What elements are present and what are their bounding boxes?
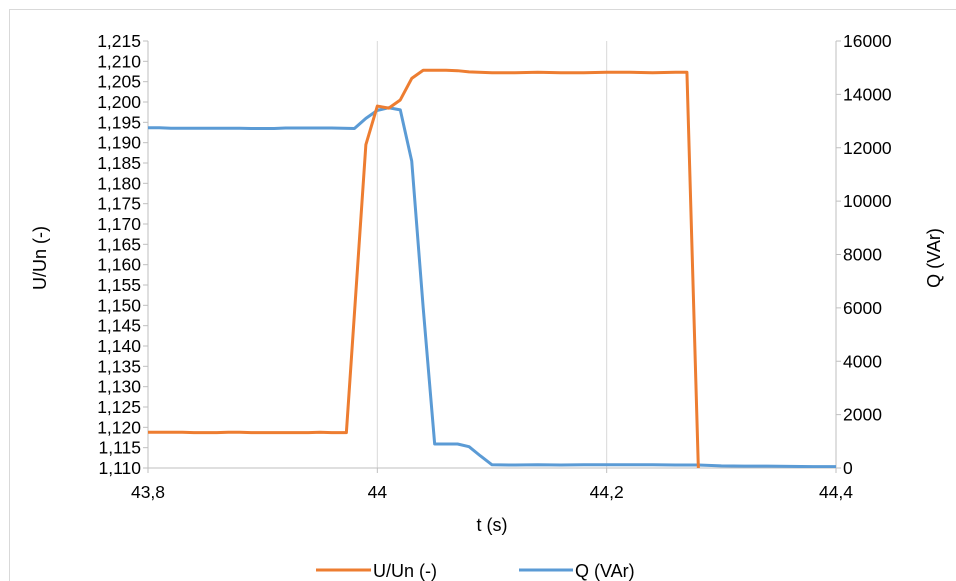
q-series-line [148, 106, 836, 468]
y-axis-title-left: U/Un (-) [30, 226, 50, 290]
axes [143, 40, 841, 473]
y-tick-label-right: 14000 [843, 84, 892, 104]
y-tick-label-left: 1,175 [97, 194, 141, 214]
x-tick-label: 44,4 [819, 482, 853, 502]
x-tick-label: 44 [368, 482, 388, 502]
tick-labels: 1,1101,1151,1201,1251,1301,1351,1401,145… [97, 31, 892, 502]
chart-frame [9, 9, 956, 581]
x-axis-title: t (s) [477, 515, 508, 535]
legend-label-q: Q (VAr) [575, 561, 635, 581]
y-tick-label-left: 1,155 [97, 275, 141, 295]
legend-label-u-un: U/Un (-) [373, 561, 437, 581]
y-tick-label-left: 1,135 [97, 356, 141, 376]
y-tick-label-right: 12000 [843, 138, 892, 158]
y-tick-label-left: 1,165 [97, 234, 141, 254]
legend: U/Un (-) Q (VAr) [316, 561, 635, 581]
y-tick-label-right: 16000 [843, 31, 892, 51]
x-tick-label: 44,2 [590, 482, 624, 502]
y-tick-label-right: 0 [843, 458, 853, 478]
y-tick-label-left: 1,185 [97, 153, 141, 173]
y-tick-label-left: 1,115 [99, 438, 142, 458]
y-tick-label-left: 1,180 [97, 173, 141, 193]
y-tick-label-left: 1,120 [97, 417, 141, 437]
y-tick-label-left: 1,215 [97, 31, 141, 51]
y-tick-label-left: 1,125 [97, 397, 141, 417]
y-tick-label-left: 1,170 [97, 214, 141, 234]
y-tick-label-left: 1,200 [97, 92, 141, 112]
y-tick-label-left: 1,130 [97, 377, 141, 397]
y-tick-label-right: 2000 [843, 405, 882, 425]
y-tick-label-left: 1,110 [99, 458, 142, 478]
y-tick-label-right: 4000 [843, 351, 882, 371]
y-tick-label-right: 10000 [843, 191, 892, 211]
y-tick-label-left: 1,140 [97, 336, 141, 356]
y-tick-label-left: 1,190 [97, 133, 141, 153]
y-tick-label-left: 1,160 [97, 255, 141, 275]
y-tick-label-left: 1,195 [97, 112, 141, 132]
y-tick-label-left: 1,205 [97, 72, 141, 92]
y-tick-label-left: 1,150 [97, 295, 141, 315]
grid [376, 41, 837, 468]
y-tick-label-right: 6000 [843, 298, 882, 318]
y-tick-label-left: 1,145 [97, 316, 141, 336]
y-tick-label-left: 1,210 [97, 51, 141, 71]
x-tick-label: 43,8 [131, 482, 165, 502]
y-tick-label-right: 8000 [843, 245, 882, 265]
u-un-series-line [148, 68, 700, 468]
y-axis-title-right: Q (VAr) [924, 228, 944, 288]
series [148, 68, 836, 468]
